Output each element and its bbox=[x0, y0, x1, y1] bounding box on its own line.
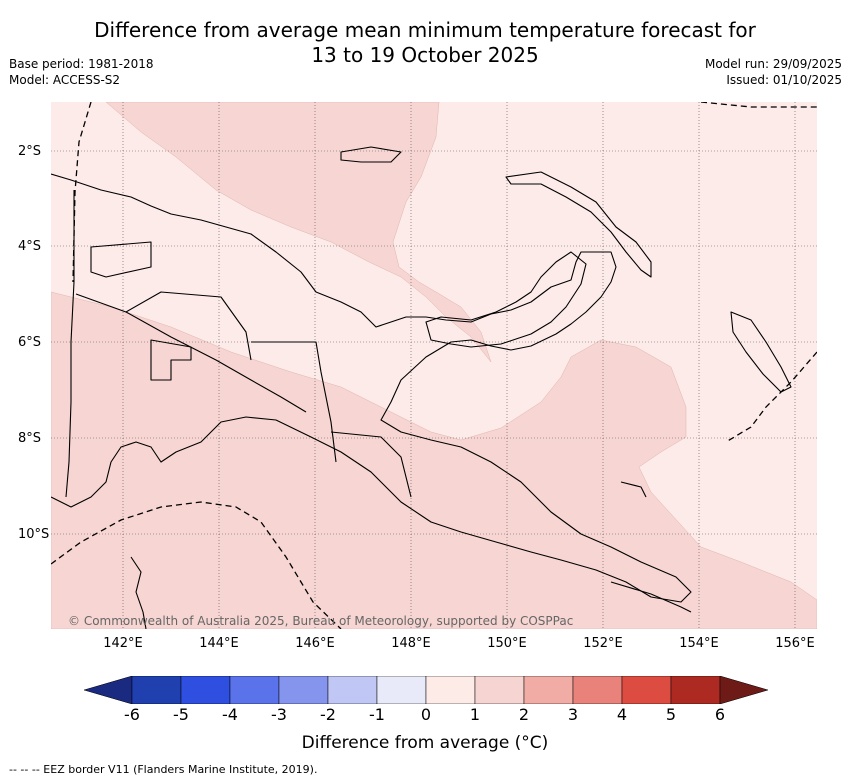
colorbar-segment bbox=[621, 675, 672, 705]
manus-island bbox=[340, 146, 402, 163]
colorbar-segment bbox=[278, 675, 329, 705]
lon-label-152e: 152°E bbox=[583, 636, 623, 651]
colorbar-tick-label: -5 bbox=[173, 705, 189, 724]
colorbar-tick-label: 5 bbox=[665, 705, 677, 724]
lat-label-10s: 10°S bbox=[18, 527, 50, 542]
province-border-4 bbox=[150, 339, 192, 381]
province-border-5 bbox=[251, 341, 337, 463]
colorbar bbox=[83, 675, 769, 705]
graticule bbox=[51, 102, 817, 629]
base-period: Base period: 1981-2018 bbox=[9, 57, 154, 71]
issued-date: Issued: 01/10/2025 bbox=[726, 73, 842, 87]
colorbar-svg bbox=[83, 675, 769, 705]
new-ireland-coast bbox=[505, 171, 652, 278]
colorbar-tick-label: -6 bbox=[124, 705, 140, 724]
anomaly-1-2-region-north bbox=[105, 102, 492, 363]
copyright-notice: © Commonwealth of Australia 2025, Bureau… bbox=[68, 614, 574, 628]
lon-label-156e: 156°E bbox=[775, 636, 815, 651]
colorbar-title: Difference from average (°C) bbox=[301, 733, 549, 753]
lat-label-8s: 8°S bbox=[18, 431, 42, 446]
colorbar-tick-label: -3 bbox=[271, 705, 287, 724]
indonesia-png-border bbox=[65, 190, 75, 498]
colorbar-segment bbox=[572, 675, 623, 705]
colorbar-segment bbox=[523, 675, 574, 705]
colorbar-tick-label: 0 bbox=[420, 705, 432, 724]
eez-borders bbox=[51, 102, 817, 629]
lat-label-4s: 4°S bbox=[18, 239, 42, 254]
colorbar-tick-label: -2 bbox=[320, 705, 336, 724]
title-line-1: Difference from average mean minimum tem… bbox=[94, 18, 756, 42]
colorbar-segment bbox=[474, 675, 525, 705]
colorbar-segment bbox=[327, 675, 378, 705]
cape-york-coast bbox=[130, 556, 147, 629]
colorbar-tick-label: 1 bbox=[469, 705, 481, 724]
lon-label-142e: 142°E bbox=[103, 636, 143, 651]
lon-label-154e: 154°E bbox=[679, 636, 719, 651]
colorbar-segment bbox=[131, 675, 182, 705]
meta-left: Base period: 1981-2018 Model: ACCESS-S2 bbox=[9, 56, 154, 88]
lon-label-150e: 150°E bbox=[487, 636, 527, 651]
colorbar-tick-label: -4 bbox=[222, 705, 238, 724]
lon-label-146e: 146°E bbox=[295, 636, 335, 651]
colorbar-segment bbox=[670, 675, 721, 705]
model-name: Model: ACCESS-S2 bbox=[9, 73, 121, 87]
colorbar-tick-label: 2 bbox=[518, 705, 530, 724]
lat-label-6s: 6°S bbox=[18, 335, 42, 350]
colorbar-extend-low bbox=[83, 675, 133, 705]
colorbar-segment bbox=[180, 675, 231, 705]
colorbar-segment bbox=[425, 675, 476, 705]
meta-right: Model run: 29/09/2025 Issued: 01/10/2025 bbox=[705, 56, 842, 88]
colorbar-extend-high bbox=[719, 675, 769, 705]
colorbar-tick-label: 6 bbox=[714, 705, 726, 724]
louisiade-islands bbox=[610, 581, 692, 613]
trobriand-islands bbox=[620, 481, 647, 498]
province-border-1 bbox=[90, 241, 152, 278]
title-line-2: 13 to 19 October 2025 bbox=[311, 43, 539, 67]
bougainville-coast bbox=[730, 311, 792, 393]
footer-eez-note: -- -- -- EEZ border V11 (Flanders Marine… bbox=[9, 763, 318, 776]
province-border-3 bbox=[125, 291, 252, 361]
coastlines bbox=[51, 146, 792, 629]
province-border-6 bbox=[330, 431, 412, 498]
colorbar-tick-label: 4 bbox=[616, 705, 628, 724]
lat-label-2s: 2°S bbox=[18, 144, 42, 159]
map-svg[interactable] bbox=[51, 102, 817, 629]
colorbar-segment bbox=[376, 675, 427, 705]
lon-label-148e: 148°E bbox=[391, 636, 431, 651]
map-title: Difference from average mean minimum tem… bbox=[0, 18, 850, 68]
colorbar-segment bbox=[229, 675, 280, 705]
lon-label-144e: 144°E bbox=[199, 636, 239, 651]
colorbar-tick-label: -1 bbox=[369, 705, 385, 724]
model-run: Model run: 29/09/2025 bbox=[704, 57, 842, 71]
anomaly-1-2-region-south bbox=[51, 291, 817, 629]
colorbar-tick-label: 3 bbox=[567, 705, 579, 724]
map-panel[interactable] bbox=[51, 102, 817, 629]
new-guinea-coast bbox=[51, 173, 692, 603]
new-britain-coast bbox=[425, 251, 587, 348]
